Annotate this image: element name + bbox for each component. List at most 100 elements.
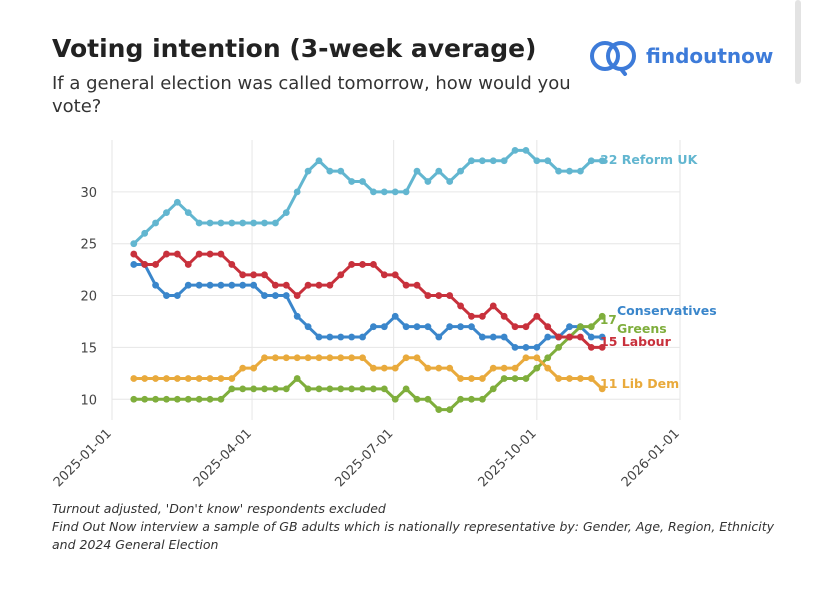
data-point-reform-uk [391, 188, 399, 196]
data-point-reform-uk [577, 167, 584, 175]
data-point-labour [152, 261, 159, 268]
data-point-labour [511, 323, 519, 331]
footnote-methodology: Find Out Now interview a sample of GB ad… [52, 519, 775, 552]
data-point-lib-dem [184, 375, 192, 382]
data-point-greens [271, 385, 279, 393]
series-label-labour: 15 Labour [600, 334, 672, 349]
data-point-greens [577, 323, 584, 331]
data-point-conservatives [326, 333, 334, 341]
data-point-conservatives [163, 292, 170, 299]
data-point-greens [500, 375, 508, 382]
data-point-reform-uk [598, 157, 606, 165]
data-point-reform-uk [359, 178, 366, 185]
data-point-conservatives [282, 292, 290, 299]
data-point-conservatives [293, 312, 301, 320]
data-point-reform-uk [184, 209, 192, 216]
data-point-reform-uk [217, 219, 225, 227]
data-point-greens [261, 385, 268, 393]
data-point-reform-uk [130, 240, 138, 248]
y-tick-label: 20 [80, 290, 97, 305]
data-point-reform-uk [511, 146, 519, 154]
data-point-reform-uk [337, 167, 345, 175]
data-point-labour [566, 333, 573, 341]
series-label-conservatives: Conservatives [617, 303, 717, 318]
data-point-greens [446, 406, 454, 414]
data-point-conservatives [380, 323, 388, 331]
data-point-reform-uk [380, 188, 388, 196]
data-point-reform-uk [206, 219, 214, 227]
data-point-reform-uk [152, 219, 159, 227]
data-point-lib-dem [522, 354, 530, 362]
data-point-greens [489, 385, 497, 393]
data-point-lib-dem [195, 375, 203, 382]
data-point-reform-uk [173, 198, 181, 206]
chart-title: Voting intention (3-week average) [52, 34, 537, 63]
data-point-reform-uk [402, 188, 410, 196]
data-point-labour [489, 302, 497, 310]
data-point-greens [555, 344, 563, 351]
data-point-conservatives [457, 323, 464, 331]
data-point-reform-uk [326, 167, 334, 175]
data-point-lib-dem [271, 354, 279, 362]
data-point-lib-dem [500, 364, 508, 372]
series-label-reform-uk: 32 Reform UK [600, 152, 699, 167]
data-point-lib-dem [391, 364, 399, 372]
data-point-conservatives [271, 292, 279, 299]
data-point-greens [348, 385, 356, 393]
data-point-lib-dem [566, 375, 573, 382]
y-tick-label: 15 [80, 341, 97, 356]
data-point-conservatives [250, 281, 258, 289]
data-point-greens [413, 395, 421, 403]
data-point-labour [555, 333, 563, 341]
data-point-reform-uk [370, 188, 377, 196]
end-value-greens: 17 [600, 313, 617, 327]
data-point-labour [304, 281, 312, 289]
data-point-lib-dem [206, 375, 214, 382]
data-point-labour [163, 250, 170, 258]
data-point-greens [304, 385, 312, 393]
data-point-reform-uk [228, 219, 236, 227]
data-point-labour [522, 323, 530, 331]
data-point-greens [598, 312, 606, 320]
data-point-conservatives [489, 333, 497, 341]
data-point-labour [457, 302, 464, 310]
data-point-greens [370, 385, 377, 393]
data-point-lib-dem [293, 354, 301, 362]
data-point-labour [370, 261, 377, 268]
data-point-lib-dem [424, 364, 432, 372]
data-point-conservatives [261, 292, 268, 299]
data-point-greens [217, 395, 225, 403]
data-point-lib-dem [261, 354, 268, 362]
data-point-conservatives [413, 323, 421, 331]
data-point-conservatives [446, 323, 454, 331]
data-point-greens [130, 395, 138, 403]
data-point-labour [391, 271, 399, 279]
data-point-greens [282, 385, 290, 393]
data-point-conservatives [522, 344, 530, 351]
data-point-greens [391, 395, 399, 403]
data-point-labour [413, 281, 421, 289]
data-point-greens [250, 385, 258, 393]
data-point-conservatives [304, 323, 312, 331]
scrollbar[interactable] [795, 0, 801, 84]
data-point-lib-dem [413, 354, 421, 362]
data-point-labour [544, 323, 552, 331]
data-point-conservatives [337, 333, 345, 341]
data-point-lib-dem [457, 375, 464, 382]
data-point-lib-dem [348, 354, 356, 362]
data-point-reform-uk [533, 157, 541, 165]
brand-logo[interactable]: findoutnow [588, 36, 773, 76]
x-tick-label: 2025-04-01 [191, 426, 255, 490]
y-tick-label: 30 [80, 186, 97, 201]
data-point-labour [446, 292, 454, 299]
data-point-lib-dem [250, 364, 258, 372]
footnote-turnout: Turnout adjusted, 'Don't know' responden… [52, 501, 386, 516]
data-point-conservatives [173, 292, 181, 299]
data-point-greens [228, 385, 236, 393]
data-point-labour [533, 312, 541, 320]
data-point-labour [500, 312, 508, 320]
data-point-greens [206, 395, 214, 403]
data-point-labour [587, 344, 595, 351]
data-point-reform-uk [435, 167, 443, 175]
